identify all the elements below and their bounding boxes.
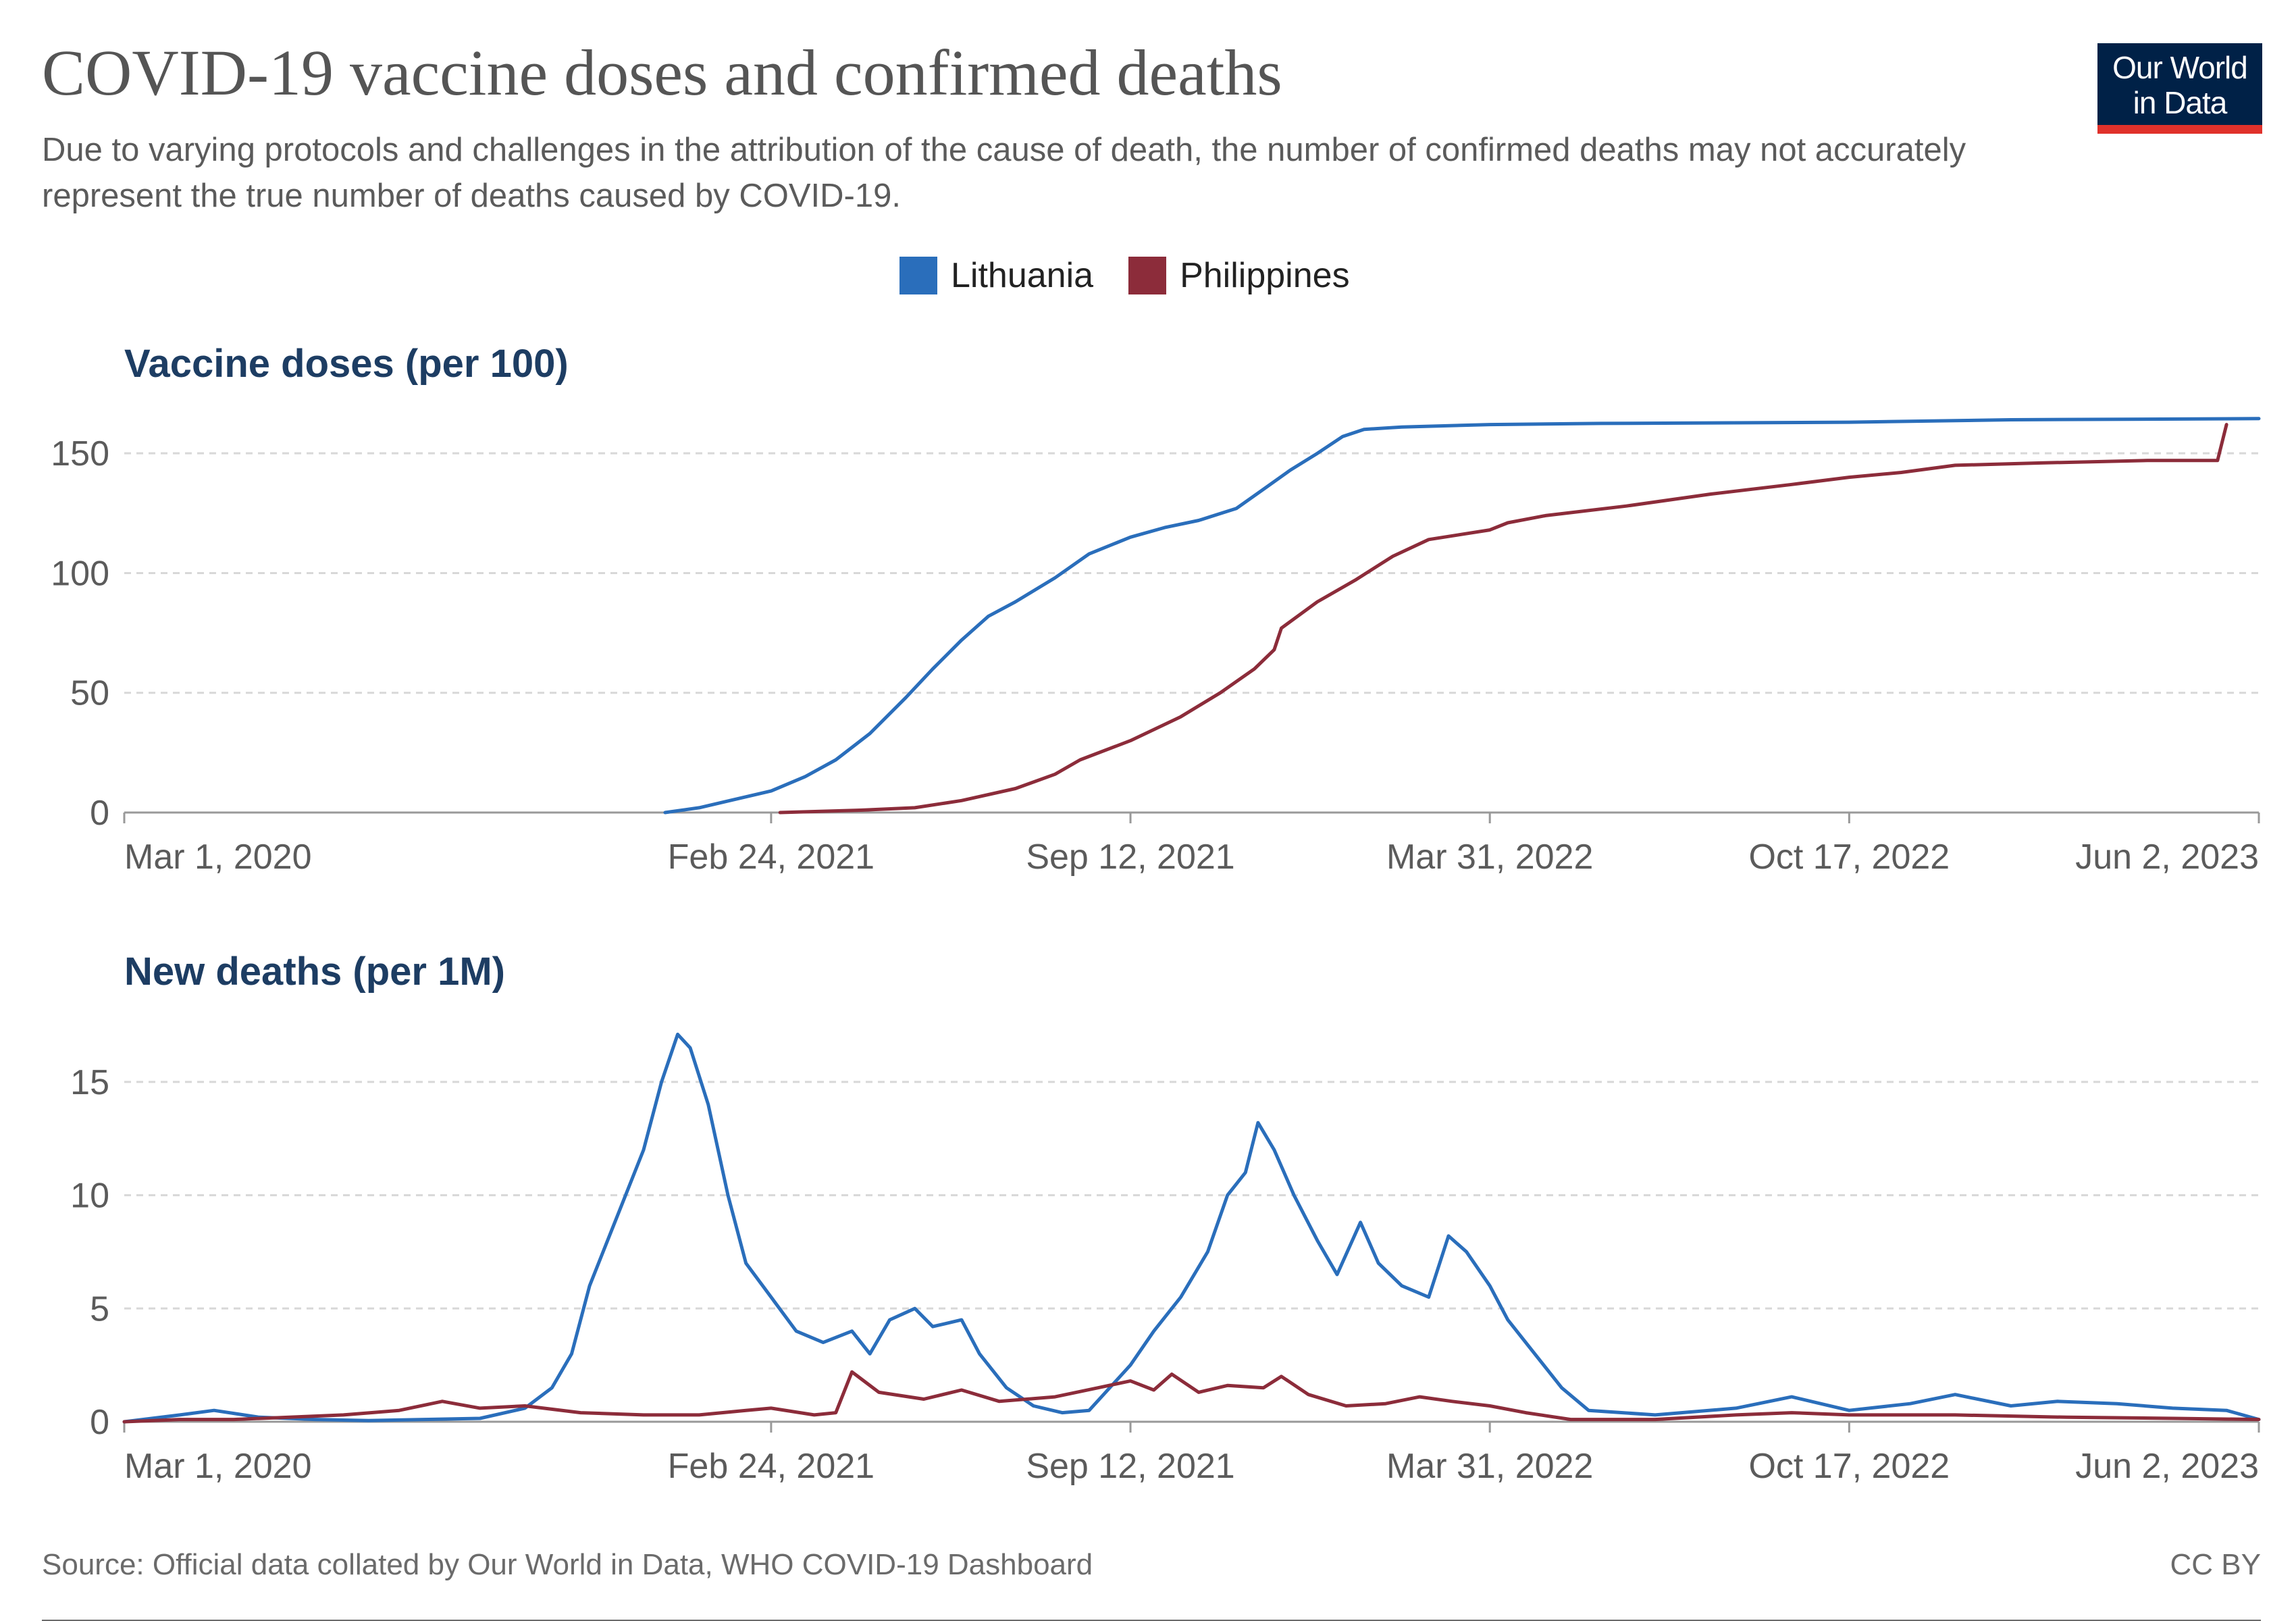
chart-title: COVID-19 vaccine doses and confirmed dea… <box>42 36 1282 109</box>
x-tick-label-1-1: Feb 24, 2021 <box>668 1447 875 1486</box>
panel-title-1: New deaths (per 1M) <box>124 950 505 994</box>
y-tick-label-1-2: 10 <box>70 1177 109 1216</box>
series-line-philippines-0 <box>778 423 2228 815</box>
x-tick-label-1-5: Jun 2, 2023 <box>2075 1447 2259 1486</box>
x-tick-label-0-2: Sep 12, 2021 <box>1026 838 1234 877</box>
x-tick-label-0-0: Mar 1, 2020 <box>124 838 312 877</box>
panel-title-0: Vaccine doses (per 100) <box>124 342 569 386</box>
series-line-philippines-1 <box>122 1370 2261 1424</box>
legend-item-lithuania[interactable]: Lithuania <box>899 255 1093 296</box>
legend-swatch-philippines <box>1128 257 1167 294</box>
legend: Lithuania Philippines <box>899 254 1385 297</box>
y-tick-label-1-0: 0 <box>90 1403 109 1442</box>
x-tick-label-1-0: Mar 1, 2020 <box>124 1447 312 1486</box>
source-note: Source: Official data collated by Our Wo… <box>42 1548 1093 1581</box>
y-tick-label-0-3: 150 <box>51 434 109 473</box>
owid-logo[interactable]: Our World in Data <box>2097 43 2262 134</box>
x-tick-label-0-3: Mar 31, 2022 <box>1386 838 1593 877</box>
y-tick-label-0-1: 50 <box>70 674 109 713</box>
x-tick-label-1-2: Sep 12, 2021 <box>1026 1447 1234 1486</box>
chart-subtitle: Due to varying protocols and challenges … <box>42 132 1966 214</box>
x-tick-label-0-4: Oct 17, 2022 <box>1748 838 1950 877</box>
logo-line-2: in Data <box>2133 85 2228 120</box>
legend-label-lithuania: Lithuania <box>951 256 1094 295</box>
legend-swatch-lithuania <box>899 257 937 294</box>
legend-label-philippines: Philippines <box>1180 256 1350 295</box>
x-tick-label-1-3: Mar 31, 2022 <box>1386 1447 1593 1486</box>
y-tick-label-0-0: 0 <box>90 794 109 833</box>
x-tick-label-0-1: Feb 24, 2021 <box>668 838 875 877</box>
x-tick-label-0-5: Jun 2, 2023 <box>2075 838 2259 877</box>
y-tick-label-1-3: 15 <box>70 1063 109 1102</box>
legend-item-philippines[interactable]: Philippines <box>1128 255 1350 296</box>
logo-line-1: Our World <box>2112 50 2248 85</box>
y-tick-label-0-2: 100 <box>51 554 109 593</box>
x-tick-label-1-4: Oct 17, 2022 <box>1748 1447 1950 1486</box>
bottom-divider <box>42 1620 2261 1621</box>
series-line-lithuania-0 <box>663 417 2261 815</box>
series-line-lithuania-1 <box>122 1032 2261 1424</box>
license-link[interactable]: CC BY <box>2170 1548 2261 1581</box>
y-tick-label-1-1: 5 <box>90 1289 109 1329</box>
